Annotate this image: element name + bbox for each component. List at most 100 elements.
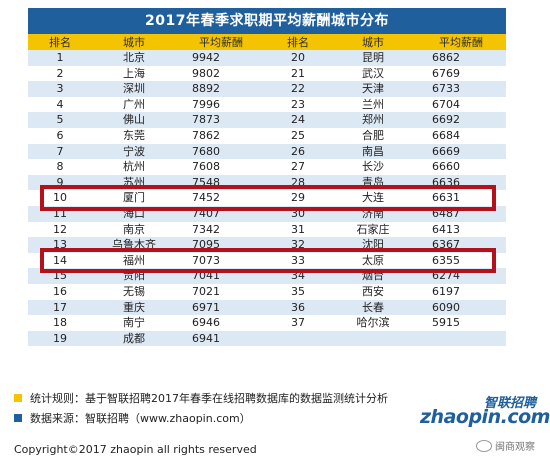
wechat-watermark: 闽商观察 (476, 438, 535, 453)
cell-salary-right: 6636 (416, 174, 506, 191)
cell-rank-right: 36 (266, 299, 330, 316)
cell-salary-left: 9802 (176, 65, 266, 82)
cell-salary-right: 6631 (416, 190, 506, 206)
header-salary-right: 平均薪酬 (416, 34, 506, 50)
cell-salary-right: 5915 (416, 315, 506, 331)
salary-table-panel: 2017年春季求职期平均薪酬城市分布 排名 城市 平均薪酬 排名 城市 平均薪酬… (28, 8, 506, 384)
cell-city-right (330, 330, 416, 347)
wechat-icon (476, 439, 492, 452)
cell-salary-right: 6684 (416, 127, 506, 144)
cell-salary-left: 7342 (176, 221, 266, 238)
cell-city-right: 太原 (330, 252, 416, 269)
cell-city-left: 厦门 (92, 190, 176, 206)
cell-city-left: 北京 (92, 50, 176, 66)
logo-cn: 智联招聘 (484, 396, 537, 411)
cell-rank-right: 21 (266, 65, 330, 82)
cell-city-right: 武汉 (330, 65, 416, 82)
cell-city-right: 石家庄 (330, 221, 416, 238)
cell-salary-right: 6769 (416, 65, 506, 82)
cell-city-left: 南宁 (92, 315, 176, 331)
cell-city-left: 无锡 (92, 283, 176, 300)
cell-city-right: 郑州 (330, 112, 416, 128)
cell-salary-right: 6090 (416, 299, 506, 316)
cell-city-left: 宁波 (92, 143, 176, 160)
cell-salary-right: 6733 (416, 81, 506, 97)
cell-city-right: 大连 (330, 190, 416, 206)
cell-rank-left: 7 (28, 143, 92, 160)
cell-city-right: 合肥 (330, 127, 416, 144)
cell-salary-left: 8892 (176, 81, 266, 97)
blue-square-icon (14, 414, 22, 422)
note-source: 数据来源：智联招聘（www.zhaopin.com） (14, 408, 388, 428)
header-city-right: 城市 (330, 34, 416, 50)
cell-salary-left: 7608 (176, 159, 266, 175)
cell-rank-left: 9 (28, 174, 92, 191)
header-city-left: 城市 (92, 34, 176, 50)
table-row: 10 厦门 7452 29 大连 6631 (28, 190, 506, 206)
cell-salary-left: 7873 (176, 112, 266, 128)
table-row: 16 无锡 7021 35 西安 6197 (28, 283, 506, 300)
cell-salary-right: 6487 (416, 205, 506, 222)
cell-rank-left: 18 (28, 315, 92, 331)
cell-city-left: 佛山 (92, 112, 176, 128)
cell-rank-right: 30 (266, 205, 330, 222)
cell-rank-right: 23 (266, 96, 330, 113)
cell-city-left: 福州 (92, 252, 176, 269)
table-row: 13 乌鲁木齐 7095 32 沈阳 6367 (28, 237, 506, 253)
cell-rank-left: 14 (28, 252, 92, 269)
cell-city-right: 哈尔滨 (330, 315, 416, 331)
cell-city-right: 南昌 (330, 143, 416, 160)
cell-salary-left: 7862 (176, 127, 266, 144)
cell-city-left: 海口 (92, 205, 176, 222)
cell-salary-left: 6941 (176, 330, 266, 347)
cell-city-right: 济南 (330, 205, 416, 222)
cell-salary-right: 6704 (416, 96, 506, 113)
table-row: 14 福州 7073 33 太原 6355 (28, 252, 506, 269)
cell-rank-left: 19 (28, 330, 92, 347)
cell-rank-right: 20 (266, 50, 330, 66)
cell-city-left: 乌鲁木齐 (92, 237, 176, 253)
cell-city-right: 长沙 (330, 159, 416, 175)
cell-city-right: 西安 (330, 283, 416, 300)
cell-salary-right: 6197 (416, 283, 506, 300)
table-row: 2 上海 9802 21 武汉 6769 (28, 65, 506, 82)
cell-city-right: 兰州 (330, 96, 416, 113)
cell-rank-left: 3 (28, 81, 92, 97)
cell-rank-right: 26 (266, 143, 330, 160)
salary-table: 排名 城市 平均薪酬 排名 城市 平均薪酬 1 北京 9942 20 昆明 6862 2 上海… (28, 34, 506, 347)
cell-rank-left: 2 (28, 65, 92, 82)
table-row: 12 南京 7342 31 石家庄 6413 (28, 221, 506, 238)
table-row: 19 成都 6941 (28, 330, 506, 347)
cell-rank-left: 12 (28, 221, 92, 238)
cell-rank-right: 22 (266, 81, 330, 97)
table-row: 8 杭州 7608 27 长沙 6660 (28, 159, 506, 175)
cell-city-left: 深圳 (92, 81, 176, 97)
cell-city-left: 上海 (92, 65, 176, 82)
cell-rank-right: 28 (266, 174, 330, 191)
cell-rank-right: 29 (266, 190, 330, 206)
table-title: 2017年春季求职期平均薪酬城市分布 (28, 8, 506, 34)
cell-rank-left: 6 (28, 127, 92, 144)
cell-salary-right: 6692 (416, 112, 506, 128)
cell-salary-right: 6413 (416, 221, 506, 238)
table-row: 6 东莞 7862 25 合肥 6684 (28, 127, 506, 144)
header-salary-left: 平均薪酬 (176, 34, 266, 50)
cell-city-left: 贵阳 (92, 268, 176, 284)
cell-salary-left: 7407 (176, 205, 266, 222)
table-row: 3 深圳 8892 22 天津 6733 (28, 81, 506, 97)
cell-salary-right: 6367 (416, 237, 506, 253)
cell-salary-left: 7095 (176, 237, 266, 253)
cell-rank-right: 31 (266, 221, 330, 238)
cell-rank-left: 13 (28, 237, 92, 253)
cell-salary-left: 7996 (176, 96, 266, 113)
table-row: 15 贵阳 7041 34 烟台 6274 (28, 268, 506, 284)
cell-rank-left: 15 (28, 268, 92, 284)
cell-city-left: 成都 (92, 330, 176, 347)
cell-city-right: 长春 (330, 299, 416, 316)
cell-city-right: 烟台 (330, 268, 416, 284)
cell-city-right: 沈阳 (330, 237, 416, 253)
yellow-square-icon (14, 394, 22, 402)
cell-city-left: 东莞 (92, 127, 176, 144)
cell-rank-right: 27 (266, 159, 330, 175)
cell-rank-right: 24 (266, 112, 330, 128)
